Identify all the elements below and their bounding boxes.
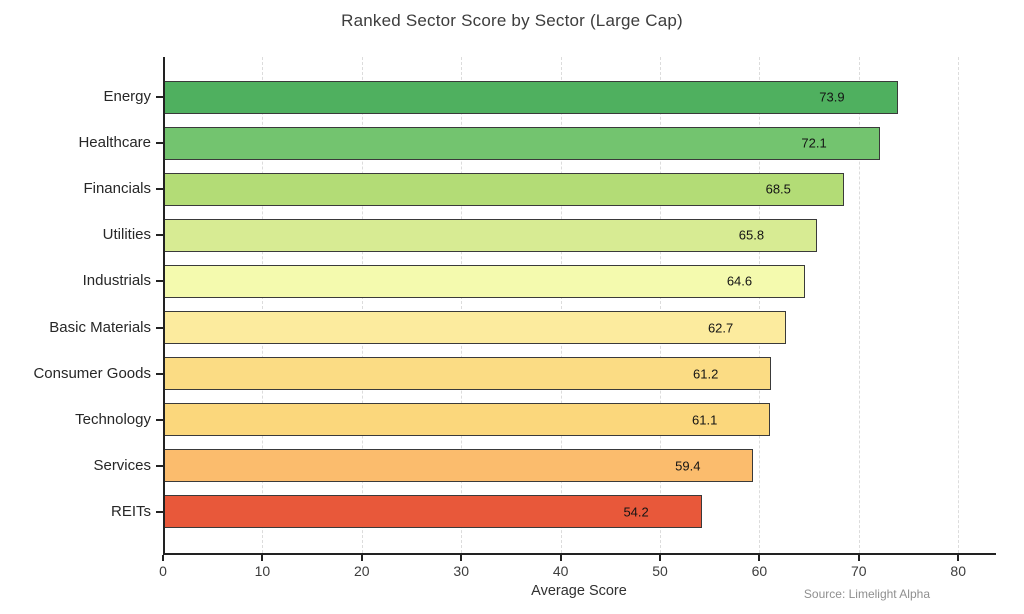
category-label-utilities: Utilities bbox=[102, 226, 151, 244]
x-tick-label-60: 60 bbox=[751, 563, 768, 579]
x-tick bbox=[559, 555, 562, 561]
gridline-x-50 bbox=[660, 57, 661, 553]
y-tick bbox=[156, 96, 163, 98]
x-tick-label-50: 50 bbox=[652, 563, 668, 579]
y-axis-line bbox=[163, 57, 165, 554]
y-tick bbox=[156, 188, 163, 191]
bar-consumer-goods: 61.2 bbox=[163, 357, 772, 391]
y-tick bbox=[156, 142, 163, 145]
bar-financials: 68.5 bbox=[163, 172, 844, 206]
gridline-x-80 bbox=[958, 57, 960, 553]
bar-value-label: 54.2 bbox=[623, 504, 649, 520]
chart-title: Ranked Sector Score by Sector (Large Cap… bbox=[341, 11, 683, 30]
bar-value-label: 64.6 bbox=[726, 273, 753, 289]
category-label-healthcare: Healthcare bbox=[78, 134, 151, 152]
category-label-energy: Energy bbox=[103, 88, 151, 105]
x-tick bbox=[857, 555, 860, 561]
x-tick-label-0: 0 bbox=[159, 563, 167, 579]
gridline-x-30 bbox=[461, 57, 463, 553]
bar-technology: 61.1 bbox=[163, 403, 771, 437]
x-axis-title: Average Score bbox=[531, 583, 627, 599]
bar-basic-materials: 62.7 bbox=[163, 311, 787, 344]
bar-energy: 73.9 bbox=[163, 80, 898, 114]
bar-value-label: 72.1 bbox=[801, 135, 827, 151]
x-tick-label-40: 40 bbox=[552, 563, 569, 579]
bar-industrials: 64.6 bbox=[163, 264, 806, 298]
x-tick bbox=[162, 555, 164, 561]
category-label-services: Services bbox=[93, 456, 151, 474]
gridline-x-70 bbox=[858, 57, 860, 553]
gridline-x-20 bbox=[361, 57, 363, 553]
x-tick-label-70: 70 bbox=[851, 563, 867, 579]
x-tick bbox=[957, 555, 960, 561]
gridline-x-10 bbox=[262, 57, 264, 553]
bar-value-label: 65.8 bbox=[738, 227, 765, 243]
x-tick bbox=[460, 555, 463, 561]
bar-utilities: 65.8 bbox=[163, 218, 818, 252]
y-tick bbox=[156, 510, 163, 513]
x-tick-label-80: 80 bbox=[950, 563, 967, 579]
x-tick-label-30: 30 bbox=[453, 563, 469, 579]
plot-area: 73.9 72.1 68.5 65.8 64.6 62.7 61.2 61.1 59.4 54.2 bbox=[163, 57, 995, 553]
category-label-technology: Technology bbox=[75, 410, 151, 428]
bar-healthcare: 72.1 bbox=[163, 126, 880, 160]
y-tick bbox=[156, 326, 163, 329]
bar-reits: 54.2 bbox=[163, 495, 702, 529]
x-tick bbox=[261, 555, 264, 561]
x-axis-line bbox=[163, 553, 996, 555]
y-tick bbox=[156, 418, 163, 421]
y-tick bbox=[156, 280, 163, 283]
bar-value-label: 61.2 bbox=[693, 366, 719, 382]
category-label-consumer-goods: Consumer Goods bbox=[33, 364, 151, 382]
bar-value-label: 61.1 bbox=[692, 412, 718, 428]
x-tick bbox=[360, 555, 363, 561]
bar-value-label: 62.7 bbox=[707, 320, 734, 335]
x-tick-label-10: 10 bbox=[254, 563, 271, 579]
bar-value-label: 68.5 bbox=[765, 181, 791, 197]
category-label-reits: REITs bbox=[110, 502, 151, 520]
bar-value-label: 59.4 bbox=[675, 458, 701, 474]
gridline-x-40 bbox=[560, 57, 562, 553]
gridline-x-60 bbox=[759, 57, 761, 553]
x-tick-label-20: 20 bbox=[354, 563, 370, 579]
y-tick bbox=[156, 464, 163, 467]
source-note: Source: Limelight Alpha bbox=[803, 587, 930, 601]
category-label-industrials: Industrials bbox=[82, 272, 151, 290]
bar-services: 59.4 bbox=[163, 449, 754, 483]
x-tick bbox=[659, 555, 661, 561]
y-tick bbox=[156, 234, 163, 237]
category-label-basic-materials: Basic Materials bbox=[49, 318, 151, 336]
category-label-financials: Financials bbox=[83, 180, 151, 198]
x-tick bbox=[758, 555, 761, 561]
bar-value-label: 73.9 bbox=[819, 89, 845, 105]
y-tick bbox=[156, 372, 163, 375]
